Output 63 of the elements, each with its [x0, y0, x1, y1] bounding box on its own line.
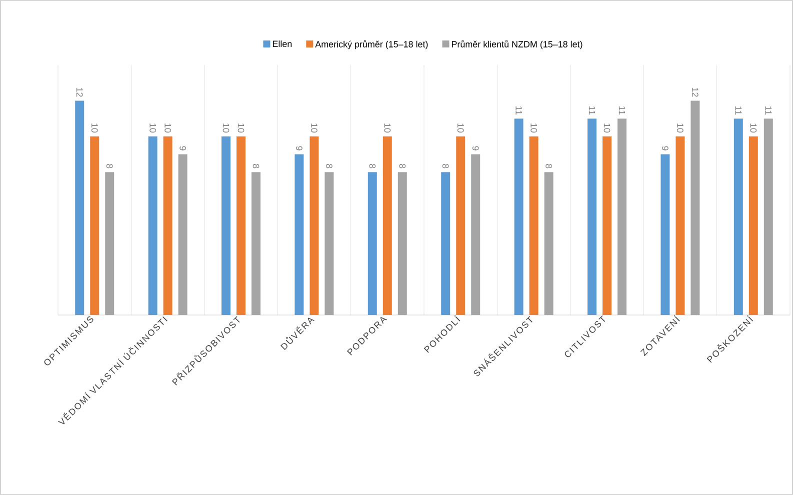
bar — [236, 136, 246, 315]
data-label: 11 — [516, 106, 522, 115]
data-label: 10 — [150, 124, 156, 133]
bar — [105, 172, 114, 315]
data-label: 10 — [530, 124, 537, 133]
bar — [222, 136, 230, 315]
bar — [382, 136, 392, 315]
bar — [734, 118, 743, 315]
bar — [602, 136, 612, 315]
data-label: 8 — [252, 164, 260, 168]
data-label: 10 — [457, 124, 464, 133]
data-label: 9 — [662, 146, 668, 150]
data-label: 8 — [399, 164, 406, 168]
bar — [441, 172, 450, 315]
data-label: 8 — [442, 164, 449, 168]
bar — [90, 136, 100, 315]
bar — [456, 136, 466, 315]
data-label: 10 — [238, 124, 244, 133]
bar — [310, 136, 319, 315]
bar — [294, 154, 304, 315]
data-label: 9 — [296, 146, 302, 150]
bar — [764, 118, 773, 315]
bar — [544, 172, 554, 315]
data-label: 10 — [750, 124, 757, 133]
data-label: 8 — [369, 164, 376, 168]
data-label: 8 — [106, 164, 113, 168]
data-label: 11 — [618, 106, 626, 115]
data-label: 11 — [588, 106, 596, 115]
data-label: 11 — [765, 106, 772, 115]
bar — [368, 172, 377, 315]
data-label: 10 — [91, 124, 98, 133]
bar — [618, 118, 627, 315]
bar — [471, 154, 480, 315]
data-label: 8 — [326, 164, 332, 168]
legend-label: Americký průměr (15–18 let) — [315, 40, 428, 50]
bar — [588, 118, 597, 315]
bar — [690, 100, 700, 315]
bar — [148, 136, 158, 315]
legend-label: Průměr klientů NZDM (15–18 let) — [452, 40, 582, 50]
data-label: 12 — [692, 88, 698, 97]
data-label: 10 — [384, 124, 391, 133]
bar — [398, 172, 407, 315]
bar — [324, 172, 334, 315]
data-label: 10 — [311, 124, 318, 133]
data-label: 9 — [180, 146, 186, 150]
data-label: 10 — [677, 124, 684, 133]
legend-label: Ellen — [272, 40, 292, 48]
bar — [676, 136, 685, 315]
bar — [529, 136, 538, 315]
data-label: 12 — [76, 88, 83, 97]
data-label: 8 — [546, 164, 552, 168]
bar — [178, 154, 188, 315]
data-label: 10 — [222, 124, 230, 133]
bar — [163, 136, 172, 315]
data-label: 11 — [735, 106, 742, 115]
data-label: 9 — [472, 146, 479, 150]
bar — [252, 172, 260, 315]
data-label: 10 — [164, 124, 171, 133]
bar — [660, 154, 670, 315]
bar — [75, 100, 84, 315]
bar — [514, 118, 524, 315]
bar — [748, 136, 758, 315]
data-label: 10 — [604, 124, 610, 133]
